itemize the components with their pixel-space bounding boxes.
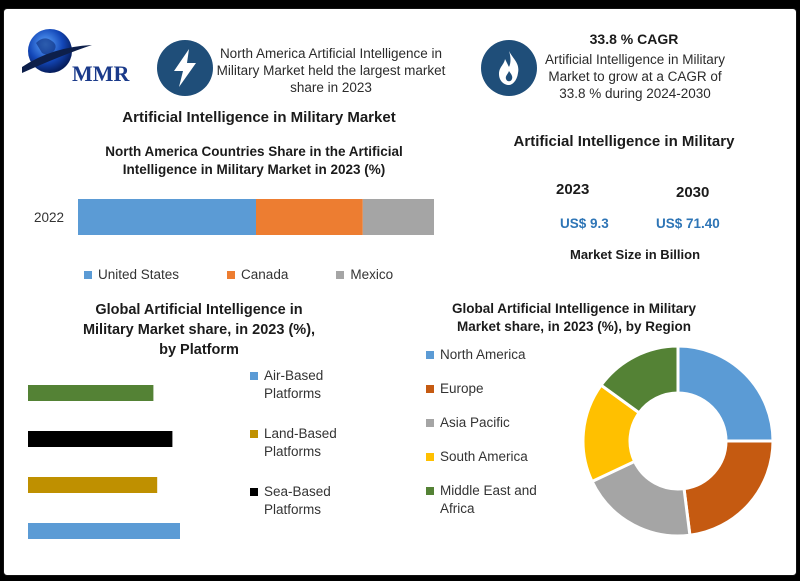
legend-asia-pacific: Asia Pacific [426,414,550,432]
north-america-note: North America Artificial Intelligence in… [216,46,446,95]
value-2023: US$ 9.3 [560,216,609,231]
mmr-logo: MMR [14,23,144,86]
region-legend: North America Europe Asia Pacific South … [426,346,550,518]
legend-land-based: Land-Based Platforms [250,425,344,461]
platform-legend: Air-Based Platforms Land-Based Platforms… [250,367,344,519]
legend-sea-based: Sea-Based Platforms [250,483,344,519]
cagr-note: Artificial Intelligence in Military Mark… [544,52,726,101]
na-chart-title: North America Countries Share in the Art… [105,144,403,177]
slice-europe [682,439,775,537]
region-chart-title: Global Artificial Intelligence in Milita… [451,301,697,334]
bar-sea-based-platforms [28,523,180,539]
lightning-icon [156,39,214,102]
globe-logo-icon [22,29,92,73]
legend-united-states: United States [84,267,179,282]
legend-north-america: North America [426,346,550,364]
platform-chart-title: Global Artificial Intelligence in Milita… [82,302,316,358]
bar-segment-mexico [362,199,434,235]
platform-bar-chart [28,385,180,539]
legend-south-america: South America [426,448,550,466]
value-2030: US$ 71.40 [656,216,720,231]
bar-segment-united-states [78,199,256,235]
bar-space [28,477,158,493]
logo-text: MMR [72,61,130,86]
na-stacked-bar-chart: 2022 [34,199,434,235]
category-label-2022: 2022 [34,210,64,225]
infographic-frame: MMR North America Artificial Intelligenc… [3,8,797,576]
bar-segment-canada [256,199,363,235]
market-title: Artificial Intelligence in Military Mark… [122,109,396,126]
slice-middle-east-and-africa [599,344,680,415]
legend-middle-east-africa: Middle East and Africa [426,482,550,518]
bar-land-based-platforms [28,431,173,447]
market-size-caption: Market Size in Billion [570,247,701,262]
legend-mexico: Mexico [336,267,393,282]
year-2030: 2030 [676,184,710,201]
region-donut-chart [581,344,775,538]
na-legend: United States Canada Mexico [84,267,444,282]
legend-europe: Europe [426,380,550,398]
bar-air-based-platforms [28,385,154,401]
cagr-title: 33.8 % CAGR [589,31,679,47]
legend-air-based: Air-Based Platforms [250,367,344,403]
slice-north-america [676,344,775,443]
year-2023: 2023 [556,181,590,198]
flame-icon [480,39,538,102]
market-size-title: Artificial Intelligence in Military [513,133,735,150]
legend-canada: Canada [227,267,288,282]
